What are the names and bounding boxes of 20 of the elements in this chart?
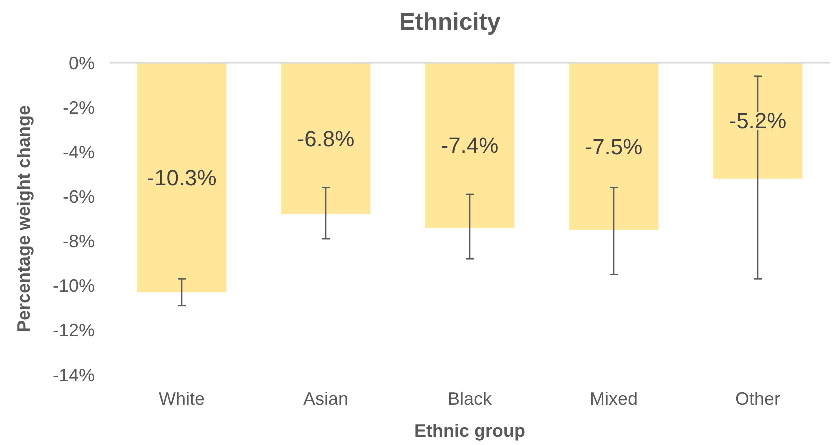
x-tick-label: Black (448, 389, 494, 409)
y-tick-label: 0% (68, 53, 95, 74)
x-tick-label: Asian (303, 389, 349, 409)
y-tick-label: -8% (62, 232, 95, 252)
chart-title: Ethnicity (399, 9, 502, 36)
x-tick-label: Mixed (590, 389, 638, 409)
data-label: -6.8% (297, 126, 355, 152)
x-axis-title: Ethnic group (414, 421, 526, 441)
x-tick-label: White (158, 389, 206, 409)
y-tick-label: -14% (52, 365, 95, 386)
y-tick-label: -12% (52, 320, 95, 341)
data-label: -7.5% (585, 134, 643, 160)
y-tick-label: -2% (62, 98, 95, 118)
data-label: -7.4% (441, 133, 499, 158)
y-tick-label: -10% (52, 276, 95, 296)
y-tick-label: -4% (62, 142, 95, 162)
y-axis-title: Percentage weight change (14, 105, 34, 333)
data-label: -10.3% (147, 165, 217, 190)
x-tick-label: Other (735, 389, 781, 409)
y-tick-label: -6% (62, 187, 95, 208)
